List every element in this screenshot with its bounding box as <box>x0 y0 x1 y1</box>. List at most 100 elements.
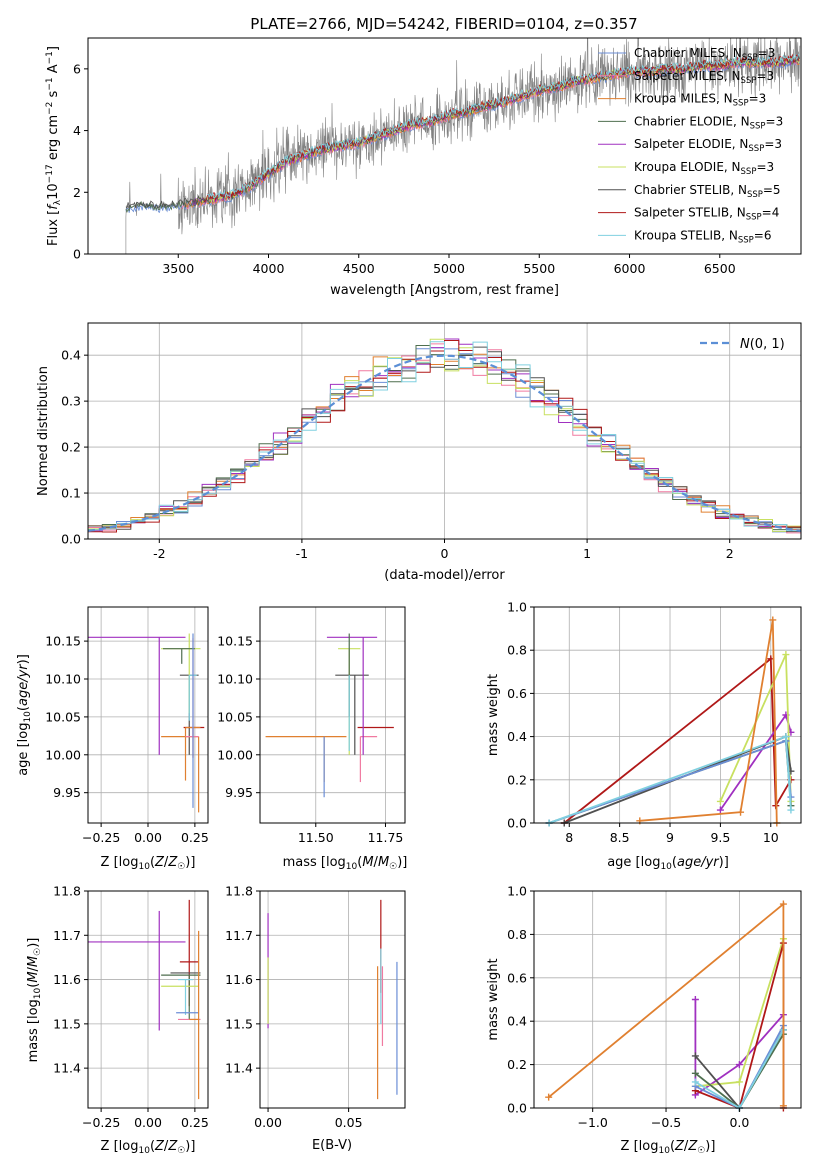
weight-vs-metallicity-panel: −1.0 −0.5 0.0 0.0 0.2 0.4 0.6 0.8 1.0 mass weight… <box>486 884 802 1156</box>
legend-label: Salpeter ELODIE, NSSP=3 <box>634 137 782 154</box>
weight-point-marker <box>691 996 699 1003</box>
y-tick-label: 10.00 <box>217 747 253 762</box>
x-tick-label: 9.5 <box>710 830 730 845</box>
y-axis-label: Flux [fλ10−17 erg cm−2 s−1 A−1] <box>45 46 63 246</box>
x-axis-label: (data-model)/error <box>384 568 505 583</box>
weight-point-marker <box>716 806 724 814</box>
x-axis-label: Z [log10(Z/Z☉)] <box>101 855 196 872</box>
y-axis-label: mass weight <box>486 958 501 1040</box>
y-tick-label: 10.10 <box>217 672 253 687</box>
y-tick-label: 0.1 <box>61 486 81 501</box>
y-tick-label: 0.6 <box>507 970 527 985</box>
legend-label: Kroupa ELODIE, NSSP=3 <box>634 160 774 177</box>
y-tick-label: 11.8 <box>225 884 253 899</box>
x-tick-label: 0.25 <box>181 1115 209 1130</box>
y-tick-label: 11.4 <box>225 1061 253 1076</box>
x-tick-label: 10 <box>763 830 779 845</box>
weight-series-line <box>694 999 785 1097</box>
y-tick-label: 0.2 <box>507 1057 527 1072</box>
weight-point-marker <box>779 900 787 908</box>
x-tick-label: 0.05 <box>335 1115 363 1130</box>
x-tick-label: −0.25 <box>82 1115 120 1130</box>
legend-label: Chabrier STELIB, NSSP=5 <box>634 183 781 200</box>
y-tick-label: 11.5 <box>53 1016 81 1031</box>
y-tick-label: 0.8 <box>507 643 527 658</box>
weight-series-line <box>639 619 778 824</box>
y-tick-label: 0 <box>73 247 81 262</box>
x-tick-label: -2 <box>153 546 165 561</box>
weight-point-marker <box>735 1078 743 1086</box>
model-spectrum-line <box>206 53 800 199</box>
x-tick-label: 0.00 <box>134 830 162 845</box>
weight-point-marker <box>735 1061 743 1069</box>
weight-point-marker <box>782 733 790 741</box>
y-tick-label: 0.0 <box>507 1101 527 1116</box>
y-tick-label: 6 <box>73 61 81 76</box>
y-tick-label: 10.05 <box>45 709 81 724</box>
x-tick-label: 1 <box>583 546 591 561</box>
legend-label: Chabrier ELODIE, NSSP=3 <box>634 114 783 131</box>
x-tick-label: 6500 <box>704 261 736 276</box>
mass-vs-ebv-panel: 0.00 0.05 11.4 11.5 11.6 11.7 11.8 E(B-V) <box>225 884 406 1153</box>
x-axis-label: wavelength [Angstrom, rest frame] <box>330 283 559 298</box>
x-axis-label: E(B-V) <box>312 1138 352 1153</box>
x-tick-label: 6000 <box>614 261 646 276</box>
y-tick-label: 10.15 <box>217 634 253 649</box>
y-tick-label: 11.7 <box>53 928 81 943</box>
x-tick-label: −0.5 <box>651 1115 681 1130</box>
x-tick-label: 8.5 <box>610 830 630 845</box>
residual-histogram-step <box>88 341 801 532</box>
y-tick-label: 10.05 <box>217 709 253 724</box>
figure-title: PLATE=2766, MJD=54242, FIBERID=0104, z=0… <box>250 15 637 33</box>
x-tick-label: 11.75 <box>368 830 404 845</box>
x-tick-label: 9 <box>666 830 674 845</box>
mass-vs-metallicity-panel: −0.25 0.00 0.25 11.4 11.5 11.6 11.7 11.8 Z [log1… <box>26 884 209 1157</box>
y-tick-label: 0.3 <box>61 394 81 409</box>
x-tick-label: 4500 <box>343 261 375 276</box>
weight-series-line <box>563 656 792 824</box>
legend-label: Kroupa MILES, NSSP=3 <box>634 92 766 109</box>
y-tick-label: 0.0 <box>507 816 527 831</box>
weight-point-marker <box>737 808 745 816</box>
y-tick-label: 0.4 <box>507 729 527 744</box>
x-tick-label: 5000 <box>433 261 465 276</box>
weight-vs-age-panel: 8 8.5 9 9.5 10 0.0 0.2 0.4 0.6 0.8 1.0 mass weight a… <box>486 600 802 872</box>
x-tick-label: 4000 <box>253 261 285 276</box>
axes-frame <box>259 606 406 824</box>
legend-label: Salpeter MILES, NSSP=3 <box>634 69 774 86</box>
model-spectrum-line <box>203 53 800 202</box>
axes-frame <box>259 890 406 1109</box>
x-tick-label: 0.25 <box>181 830 209 845</box>
weight-point-marker <box>691 1078 699 1086</box>
observed-spectrum-line <box>125 38 801 254</box>
axes-frame <box>87 37 802 255</box>
y-tick-label: 10.00 <box>45 747 81 762</box>
x-axis-label: Z [log10(Z/Z☉)] <box>621 1139 716 1156</box>
weight-point-marker <box>787 806 795 814</box>
x-tick-label: −0.25 <box>82 830 120 845</box>
weight-point-marker <box>716 797 724 805</box>
x-tick-label: 8 <box>565 830 573 845</box>
y-tick-label: 11.8 <box>53 884 81 899</box>
legend-label: Kroupa STELIB, NSSP=6 <box>634 228 772 245</box>
age-vs-mass-panel: 11.50 11.75 9.95 10.00 10.05 10.10 10.15 mass [… <box>217 606 407 872</box>
x-tick-label: 2 <box>726 546 734 561</box>
y-axis-label: age [log10(age/yr)] <box>16 654 33 776</box>
axes-frame <box>533 890 802 1109</box>
x-tick-label: 0.00 <box>254 1115 282 1130</box>
y-axis-label: mass [log10(M/M☉)] <box>26 938 43 1063</box>
weight-point-marker <box>691 1052 699 1060</box>
y-tick-label: 11.6 <box>53 972 81 987</box>
x-axis-label: Z [log10(Z/Z☉)] <box>101 1139 196 1156</box>
y-tick-label: 0.0 <box>61 532 81 547</box>
spectrum-panel: 3500 4000 4500 5000 5500 6000 6500 0 2 4 6 waveleng… <box>45 37 802 298</box>
y-tick-label: 2 <box>73 185 81 200</box>
y-tick-label: 11.5 <box>225 1016 253 1031</box>
y-tick-label: 9.95 <box>225 785 253 800</box>
y-tick-label: 0.2 <box>61 440 81 455</box>
x-tick-label: -1 <box>296 546 308 561</box>
y-tick-label: 11.4 <box>53 1061 81 1076</box>
x-tick-label: 0.0 <box>729 1115 749 1130</box>
y-axis-label: mass weight <box>486 674 501 756</box>
weight-series-line <box>719 654 792 802</box>
